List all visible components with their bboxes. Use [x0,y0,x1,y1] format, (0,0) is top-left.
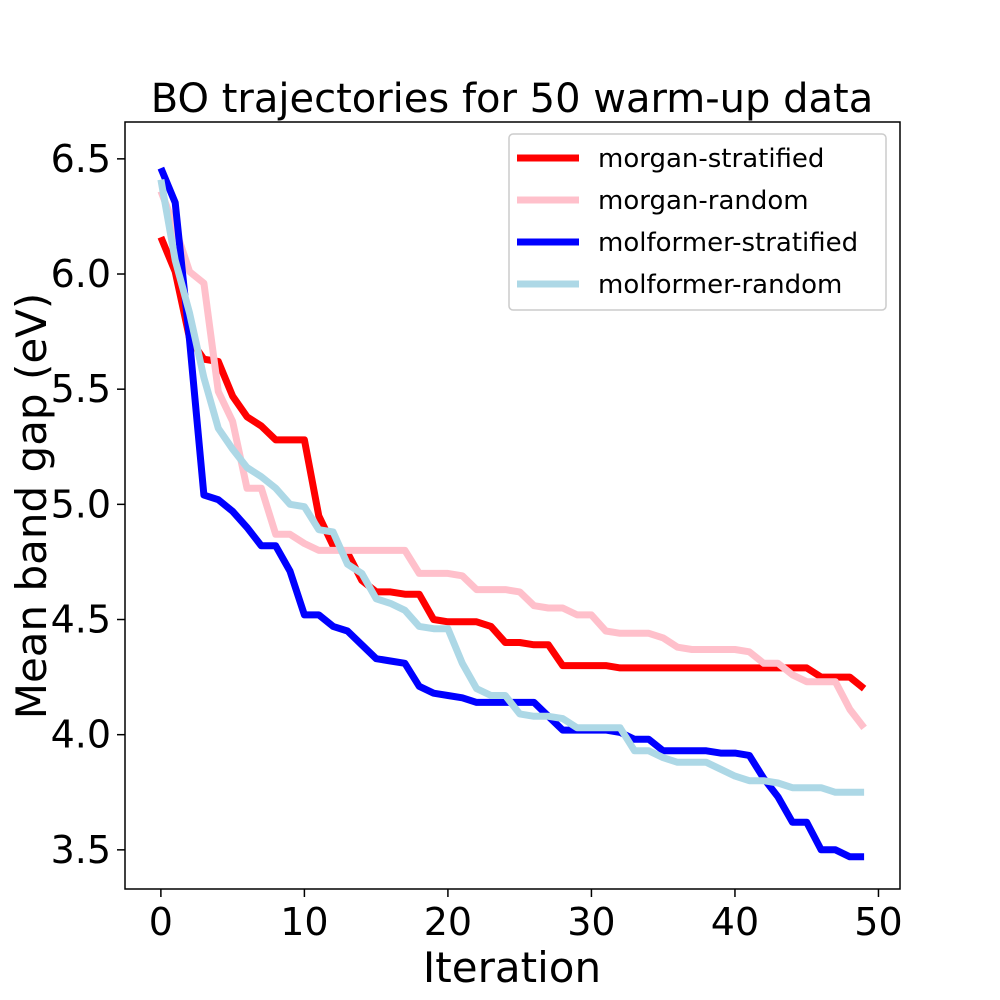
y-axis-label: Mean band gap (eV) [7,293,56,720]
legend-label: molformer-random [598,270,842,300]
x-axis-label: Iteration [423,943,601,992]
legend-box [508,133,887,311]
x-tick-label: 0 [149,900,173,944]
y-tick-label: 6.5 [51,137,111,181]
chart-title: BO trajectories for 50 warm-up data [151,76,873,122]
axis-ticks: 0 10 20 30 40 50 3.5 4.0 4.5 5.0 5.5 6.0 6.5 [51,137,903,944]
series-line-morgan-stratified [157,235,867,692]
legend-label: morgan-random [598,186,809,216]
series-line-molformer-random [157,178,865,796]
y-tick-label: 4.0 [51,713,111,757]
x-tick-label: 30 [567,900,615,944]
series-line-morgan-random [157,189,867,730]
legend-label: molformer-stratified [598,228,858,258]
y-tick-label: 6.0 [51,252,111,296]
y-tick-label: 5.5 [51,367,111,411]
y-tick-label: 3.5 [51,828,111,872]
x-tick-label: 40 [711,900,759,944]
legend: morgan-stratified morgan-random molformer-… [508,133,887,311]
series-lines [157,166,867,861]
y-tick-label: 4.5 [51,598,111,642]
legend-label: morgan-stratified [598,144,824,174]
x-tick-label: 20 [424,900,472,944]
y-tick-label: 5.0 [51,482,111,526]
x-tick-label: 10 [280,900,328,944]
plot-area-frame [124,121,901,890]
x-tick-label: 50 [854,900,902,944]
